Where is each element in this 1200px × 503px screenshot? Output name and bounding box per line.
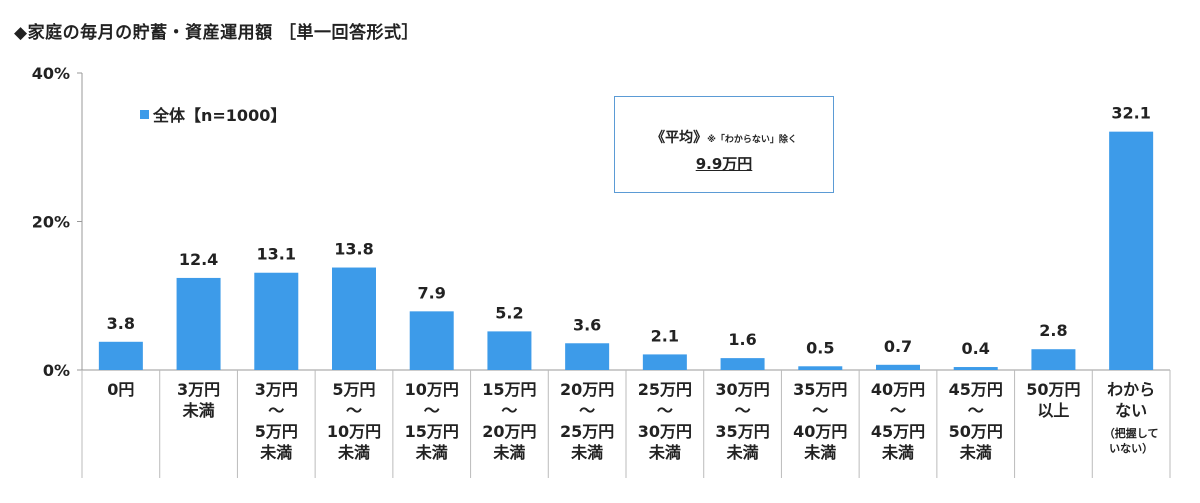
x-tick-label: 10万円 (327, 422, 381, 441)
bar (176, 277, 221, 370)
x-tick-label: わから (1107, 380, 1155, 399)
data-label: 3.6 (573, 315, 601, 334)
x-tick-label: ～ (890, 401, 906, 420)
average-heading: 《平均》※「わからない」除く (615, 127, 833, 147)
x-tick-label: 35万円 (715, 422, 769, 441)
data-label: 13.1 (257, 245, 296, 264)
x-tick-label: 40万円 (871, 380, 925, 399)
bar (876, 364, 920, 370)
x-tick-label: 未満 (259, 443, 292, 462)
x-tick-label: 未満 (726, 443, 759, 462)
x-tick-label: 30万円 (715, 380, 769, 399)
x-tick-label: 未満 (803, 443, 836, 462)
bar (409, 311, 454, 370)
average-label: 《平均》 (651, 130, 708, 146)
x-tick-label: 25万円 (560, 422, 614, 441)
x-tick-label: 未満 (881, 443, 914, 462)
x-tick-label: 以上 (1037, 401, 1069, 420)
x-tick-label: ～ (346, 401, 362, 420)
average-box: 《平均》※「わからない」除く 9.9万円 (614, 96, 834, 193)
bar (487, 331, 532, 370)
x-tick-label: ～ (501, 401, 517, 420)
x-tick-label: ～ (735, 401, 751, 420)
x-tick-label: 未満 (959, 443, 992, 462)
x-tick-label: ～ (657, 401, 673, 420)
data-label: 32.1 (1111, 104, 1150, 123)
x-tick-label: ～ (968, 401, 984, 420)
y-tick-label: 20% (32, 213, 70, 232)
x-tick-label: 未満 (648, 443, 681, 462)
data-label: 5.2 (495, 303, 523, 322)
x-tick-label: 25万円 (638, 380, 692, 399)
data-label: 3.8 (107, 314, 135, 333)
data-label: 0.7 (884, 337, 912, 356)
data-label: 12.4 (179, 250, 218, 269)
x-tick-label: 45万円 (949, 380, 1003, 399)
x-tick-label: ない (1115, 401, 1147, 420)
bar (720, 358, 765, 370)
x-tick-label: 5万円 (332, 380, 375, 399)
data-label: 2.1 (651, 326, 679, 345)
average-note: ※「わからない」除く (707, 135, 797, 145)
data-label: 13.8 (334, 240, 373, 259)
x-tick-label: 未満 (415, 443, 448, 462)
average-value: 9.9万円 (695, 155, 753, 173)
x-tick-label: 未満 (492, 443, 525, 462)
bar (953, 367, 998, 370)
x-tick-label: 未満 (337, 443, 370, 462)
data-label: 1.6 (728, 330, 756, 349)
bar (254, 272, 299, 370)
x-tick-label: 15万円 (405, 422, 459, 441)
chart-title: ◆家庭の毎月の貯蓄・資産運用額 ［単一回答形式］ (14, 23, 419, 43)
bar (798, 366, 843, 370)
x-tick-label: 50万円 (949, 422, 1003, 441)
legend: 全体【n=1000】 (140, 102, 286, 126)
data-label: 0.4 (962, 339, 990, 358)
x-tick-label: 5万円 (255, 422, 298, 441)
x-tick-label: 20万円 (560, 380, 614, 399)
x-tick-label: 20万円 (482, 422, 536, 441)
bar (565, 343, 610, 370)
bar (1031, 349, 1076, 370)
x-tick-label: 50万円 (1026, 380, 1080, 399)
bar (1109, 131, 1154, 370)
x-tick-label: ～ (812, 401, 828, 420)
bar (642, 354, 687, 370)
x-tick-label: 未満 (182, 401, 215, 420)
x-tick-label: ～ (424, 401, 440, 420)
x-tick-label: 15万円 (482, 380, 536, 399)
x-tick-label: 45万円 (871, 422, 925, 441)
x-tick-label: 0円 (107, 380, 134, 399)
bar (98, 341, 143, 370)
x-tick-label: 3万円 (177, 380, 220, 399)
data-label: 2.8 (1039, 321, 1067, 340)
legend-swatch (140, 109, 149, 119)
x-tick-label: いない） (1109, 442, 1153, 455)
bar (332, 267, 376, 370)
legend-label: 全体【n=1000】 (153, 106, 287, 125)
x-tick-label: 35万円 (793, 380, 847, 399)
data-label: 7.9 (418, 283, 446, 302)
x-tick-label: ～ (268, 401, 284, 420)
y-tick-label: 0% (43, 361, 70, 380)
x-tick-label: 10万円 (405, 380, 459, 399)
x-tick-label: ～ (579, 401, 595, 420)
x-tick-label: 30万円 (638, 422, 692, 441)
data-label: 0.5 (806, 338, 834, 357)
x-tick-label: （把握して (1104, 426, 1159, 440)
x-tick-label: 40万円 (793, 422, 847, 441)
y-tick-label: 40% (32, 64, 70, 83)
x-tick-label: 未満 (570, 443, 603, 462)
x-tick-label: 3万円 (255, 380, 298, 399)
